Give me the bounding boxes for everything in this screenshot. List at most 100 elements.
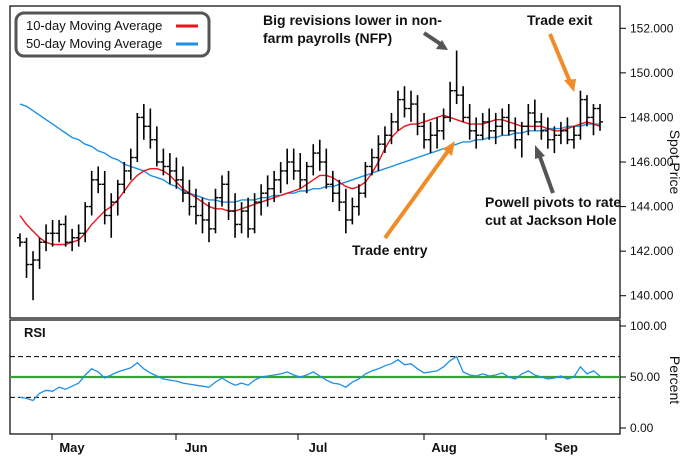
annotation-powell-line2: cut at Jackson Hole: [485, 212, 617, 228]
annotation-entry: Trade entry: [352, 141, 455, 258]
ohlc-bar: [225, 170, 232, 220]
ma10-line: [19, 114, 601, 246]
annotation-nfp: Big revisions lower in non- farm payroll…: [263, 12, 448, 50]
price-y-tick-label: 150.000: [630, 66, 674, 80]
ohlc-bar: [49, 219, 56, 247]
annotation-powell-arrow: [538, 156, 555, 194]
ohlc-bar: [140, 104, 147, 140]
rsi-axis-label: Percent: [667, 356, 683, 404]
annotation-exit-arrowhead: [564, 79, 576, 92]
annotation-powell-line1: Powell pivots to rate: [485, 194, 621, 210]
rsi-y-tick-label: 100.00: [630, 319, 667, 333]
ohlc-bar: [531, 99, 538, 131]
ohlc-bar: [525, 104, 532, 136]
annotation-exit: Trade exit: [527, 12, 593, 92]
ohlc-bar: [414, 95, 421, 136]
ohlc-bar: [453, 50, 460, 105]
rsi-y-ticks: 0.00 50.00 100.00: [620, 319, 667, 435]
ohlc-bar: [505, 104, 512, 136]
ohlc-bar: [134, 112, 141, 162]
ohlc-bar: [212, 188, 219, 234]
ohlc-bar: [297, 153, 304, 189]
price-y-ticks: 140.000 142.000 144.000 146.000 148.000 150.0…: [620, 21, 674, 303]
price-y-tick-label: 144.000: [630, 200, 674, 214]
ohlc-bar: [219, 175, 226, 207]
ohlc-bar: [499, 108, 506, 136]
ohlc-bar: [284, 148, 291, 185]
rsi-title: RSI: [24, 325, 46, 340]
ohlc-bar: [408, 90, 415, 122]
ohlc-bar: [368, 148, 375, 176]
ohlc-bar: [69, 228, 76, 252]
ohlc-bar: [381, 126, 388, 154]
ma10-series: [19, 114, 601, 246]
ohlc-bar: [179, 166, 186, 203]
ohlc-bar: [564, 117, 571, 145]
rsi-y-tick-label: 50.00: [630, 370, 660, 384]
price-y-tick-label: 148.000: [630, 110, 674, 124]
ohlc-bar: [538, 112, 545, 140]
ohlc-bar: [173, 157, 180, 189]
ohlc-bar: [336, 179, 343, 212]
annotation-entry-arrowhead: [443, 141, 455, 156]
ohlc-bar: [349, 197, 356, 225]
ohlc-bar: [153, 126, 160, 167]
ohlc-bar: [583, 95, 590, 127]
ohlc-bar: [245, 197, 252, 238]
ohlc-bar: [62, 215, 69, 247]
ohlc-bar: [43, 224, 50, 252]
annotation-nfp-line2: farm payrolls (NFP): [263, 30, 392, 46]
ohlc-bar: [199, 197, 206, 234]
price-y-tick-label: 142.000: [630, 244, 674, 258]
ohlc-bar: [557, 121, 564, 145]
ohlc-bar: [590, 104, 597, 136]
ohlc-bar: [316, 139, 323, 171]
legend-box: [14, 11, 211, 58]
ohlc-bar: [362, 162, 369, 198]
ohlc-bar: [512, 117, 519, 149]
annotation-powell: Powell pivots to rate cut at Jackson Hol…: [485, 145, 621, 228]
ohlc-bar: [518, 121, 525, 158]
annotation-nfp-line1: Big revisions lower in non-: [263, 12, 442, 28]
ohlc-bar: [388, 112, 395, 145]
month-label: Sep: [554, 440, 578, 455]
ohlc-bar: [551, 126, 558, 154]
ohlc-bar: [95, 166, 102, 194]
ohlc-bar: [440, 108, 447, 140]
ohlc-bar: [160, 148, 167, 176]
ohlc-bar: [147, 108, 154, 149]
ohlc-bar: [460, 86, 467, 122]
month-label: Jul: [309, 440, 328, 455]
ohlc-bar: [88, 170, 95, 216]
ohlc-bar: [258, 184, 265, 216]
ohlc-bar: [323, 148, 330, 189]
ohlc-bar: [251, 193, 258, 234]
annotation-exit-arrow: [548, 33, 572, 83]
annotation-entry-arrow: [383, 149, 450, 240]
ohlc-bar: [427, 121, 434, 154]
month-label: Aug: [431, 440, 456, 455]
price-y-tick-label: 146.000: [630, 155, 674, 169]
ohlc-bar: [434, 117, 441, 149]
rsi-reference-lines: [10, 356, 620, 398]
month-label: Jun: [184, 440, 207, 455]
ohlc-bar: [192, 188, 199, 225]
ohlc-bar: [121, 162, 128, 194]
ohlc-bar: [56, 219, 63, 243]
ohlc-bar: [264, 175, 271, 207]
ohlc-bar: [473, 117, 480, 149]
price-y-tick-label: 140.000: [630, 289, 674, 303]
ohlc-bar: [75, 224, 82, 247]
annotation-exit-label: Trade exit: [527, 12, 593, 28]
price-y-tick-label: 152.000: [630, 21, 674, 35]
ohlc-bar: [303, 162, 310, 194]
ohlc-bar: [342, 188, 349, 234]
ohlc-bar: [232, 193, 239, 238]
ohlc-bar: [355, 184, 362, 216]
ohlc-bar: [114, 179, 121, 216]
price-axis-label: Spot Price: [667, 130, 683, 195]
ohlc-bar: [466, 104, 473, 140]
month-ticks: May Jun Jul Aug Sep: [51, 434, 578, 455]
ohlc-bar: [544, 117, 551, 149]
ohlc-bar: [205, 202, 212, 243]
